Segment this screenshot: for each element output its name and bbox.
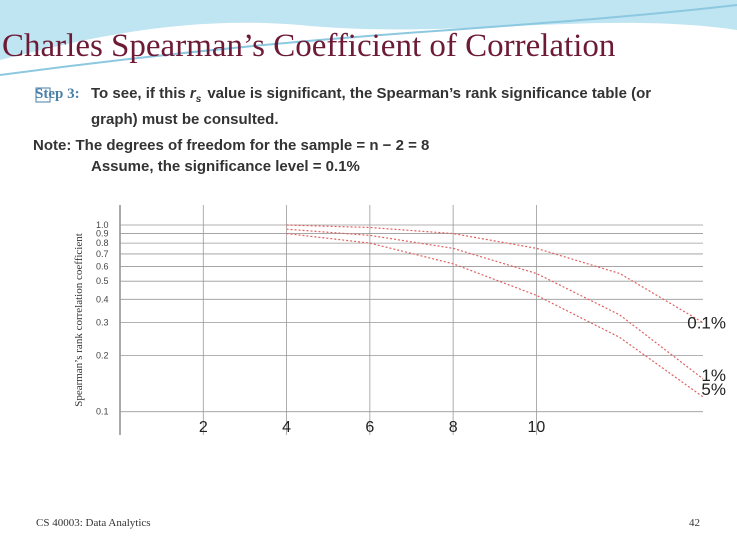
note-line: Assume, the significance level = 0.1% xyxy=(91,158,360,175)
series-line xyxy=(286,228,704,380)
y-tick-label: 0.2 xyxy=(96,350,109,360)
y-tick-label: 1.0 xyxy=(96,220,109,230)
x-tick-label: 8 xyxy=(449,419,458,436)
header-line xyxy=(0,4,737,76)
chart: 1.00.90.80.7 0.6 0.5 0.4 0.3 0.2 0.1 2 4 6 8 10 0.1%… xyxy=(96,205,726,436)
x-tick-label: 2 xyxy=(199,419,208,436)
series-line xyxy=(286,232,704,398)
series-label: 5% xyxy=(701,380,726,399)
y-tick-label: 0.8 xyxy=(96,238,109,248)
y-tick-label: 0.7 xyxy=(96,249,109,259)
step-subscript: s xyxy=(196,94,202,105)
step-text-2: graph) must be consulted. xyxy=(91,111,279,128)
step-text-before: To see, if this xyxy=(91,85,186,102)
y-tick-label: 0.6 xyxy=(96,261,109,271)
y-tick-label: 0.3 xyxy=(96,318,109,328)
y-tick-label: 0.5 xyxy=(96,276,109,286)
page-number: 42 xyxy=(689,517,700,529)
x-tick-label: 6 xyxy=(365,419,374,436)
slide-title: Charles Spearman’s Coefficient of Correl… xyxy=(2,28,615,64)
y-tick-label: 0.1 xyxy=(96,407,109,417)
series-line xyxy=(286,224,704,324)
x-tick-label: 10 xyxy=(528,419,546,436)
step-text: To see, if this rs value is significant, … xyxy=(91,85,651,105)
series-label: 0.1% xyxy=(687,314,726,333)
step-symbol: r xyxy=(190,85,197,102)
bullet-icon xyxy=(35,87,51,103)
y-axis-label: Spearman’s rank correlation coefficient xyxy=(73,233,85,407)
step-text-after: value is significant, the Spearman’s ran… xyxy=(207,85,651,102)
y-tick-label: 0.9 xyxy=(96,229,109,239)
header-wave xyxy=(0,0,737,60)
series-label: 1% xyxy=(701,366,726,385)
y-tick-label: 0.4 xyxy=(96,294,109,304)
footer-course: CS 40003: Data Analytics xyxy=(36,517,151,529)
note-line: Note: The degrees of freedom for the sam… xyxy=(33,137,429,154)
step-label: Step 3: xyxy=(35,86,80,102)
x-tick-label: 4 xyxy=(282,419,291,436)
